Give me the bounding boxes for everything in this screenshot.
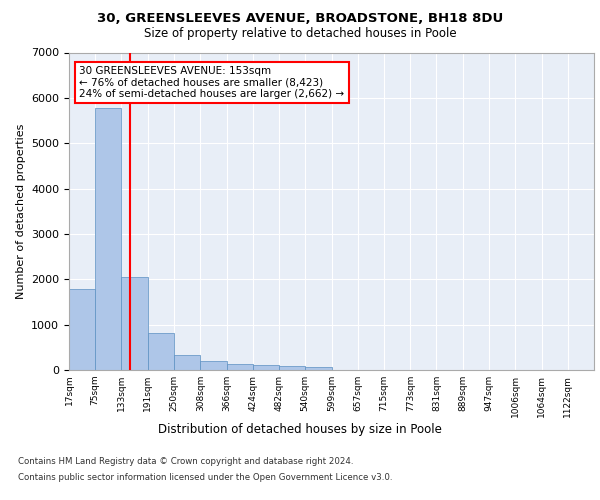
Text: 30 GREENSLEEVES AVENUE: 153sqm
← 76% of detached houses are smaller (8,423)
24% : 30 GREENSLEEVES AVENUE: 153sqm ← 76% of … xyxy=(79,66,344,100)
Text: Contains HM Land Registry data © Crown copyright and database right 2024.: Contains HM Land Registry data © Crown c… xyxy=(18,458,353,466)
Y-axis label: Number of detached properties: Number of detached properties xyxy=(16,124,26,299)
Bar xyxy=(174,355,200,370)
Bar xyxy=(279,366,305,370)
Bar xyxy=(227,364,253,370)
Bar xyxy=(253,365,279,370)
Bar xyxy=(200,361,227,370)
Bar xyxy=(121,276,148,370)
Bar xyxy=(95,108,121,370)
Text: Size of property relative to detached houses in Poole: Size of property relative to detached ho… xyxy=(143,28,457,40)
Bar xyxy=(148,333,174,370)
Bar xyxy=(69,290,95,370)
Text: Distribution of detached houses by size in Poole: Distribution of detached houses by size … xyxy=(158,422,442,436)
Text: Contains public sector information licensed under the Open Government Licence v3: Contains public sector information licen… xyxy=(18,472,392,482)
Text: 30, GREENSLEEVES AVENUE, BROADSTONE, BH18 8DU: 30, GREENSLEEVES AVENUE, BROADSTONE, BH1… xyxy=(97,12,503,26)
Bar xyxy=(305,366,332,370)
